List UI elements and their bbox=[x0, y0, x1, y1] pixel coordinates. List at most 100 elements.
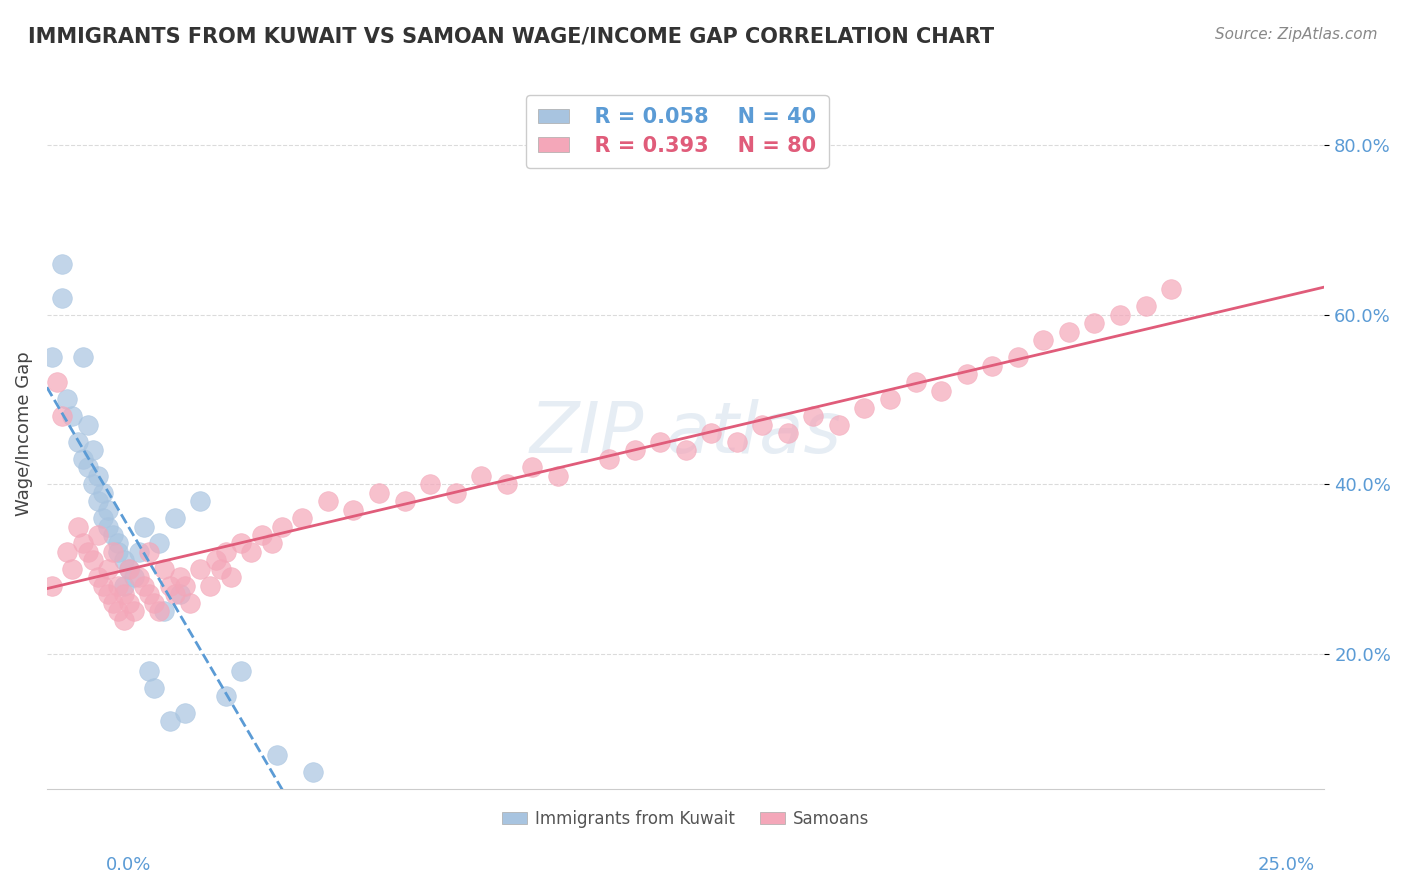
Point bbox=[87, 570, 110, 584]
Point bbox=[219, 570, 242, 584]
Point bbox=[163, 511, 186, 525]
Point bbox=[112, 587, 135, 601]
Point bbox=[51, 291, 73, 305]
Point bbox=[143, 596, 166, 610]
Point bbox=[107, 579, 129, 593]
Point bbox=[112, 579, 135, 593]
Point bbox=[215, 545, 238, 559]
Point bbox=[470, 468, 492, 483]
Point bbox=[143, 681, 166, 695]
Point bbox=[56, 392, 79, 407]
Point bbox=[173, 706, 195, 720]
Point bbox=[76, 417, 98, 432]
Point bbox=[103, 528, 125, 542]
Point bbox=[1109, 308, 1132, 322]
Point bbox=[153, 562, 176, 576]
Point bbox=[1083, 316, 1105, 330]
Point bbox=[1057, 325, 1080, 339]
Point bbox=[188, 494, 211, 508]
Point bbox=[853, 401, 876, 415]
Point bbox=[51, 257, 73, 271]
Point bbox=[240, 545, 263, 559]
Point bbox=[82, 443, 104, 458]
Point bbox=[623, 443, 645, 458]
Point bbox=[82, 477, 104, 491]
Point bbox=[112, 613, 135, 627]
Point bbox=[87, 494, 110, 508]
Point bbox=[169, 570, 191, 584]
Point bbox=[153, 604, 176, 618]
Point bbox=[316, 494, 339, 508]
Point bbox=[103, 545, 125, 559]
Point bbox=[97, 562, 120, 576]
Point bbox=[229, 536, 252, 550]
Point bbox=[62, 409, 84, 424]
Point bbox=[1160, 282, 1182, 296]
Point bbox=[76, 545, 98, 559]
Point bbox=[132, 519, 155, 533]
Point bbox=[91, 579, 114, 593]
Point bbox=[122, 570, 145, 584]
Point bbox=[82, 553, 104, 567]
Point bbox=[112, 553, 135, 567]
Point bbox=[803, 409, 825, 424]
Point bbox=[776, 426, 799, 441]
Point bbox=[266, 748, 288, 763]
Point bbox=[419, 477, 441, 491]
Point bbox=[342, 502, 364, 516]
Point bbox=[173, 579, 195, 593]
Point bbox=[229, 664, 252, 678]
Text: 25.0%: 25.0% bbox=[1257, 855, 1315, 873]
Point bbox=[91, 511, 114, 525]
Point bbox=[163, 587, 186, 601]
Point bbox=[394, 494, 416, 508]
Point bbox=[522, 460, 544, 475]
Text: IMMIGRANTS FROM KUWAIT VS SAMOAN WAGE/INCOME GAP CORRELATION CHART: IMMIGRANTS FROM KUWAIT VS SAMOAN WAGE/IN… bbox=[28, 27, 994, 46]
Text: Source: ZipAtlas.com: Source: ZipAtlas.com bbox=[1215, 27, 1378, 42]
Point bbox=[956, 367, 979, 381]
Point bbox=[103, 596, 125, 610]
Legend: Immigrants from Kuwait, Samoans: Immigrants from Kuwait, Samoans bbox=[495, 803, 876, 834]
Point bbox=[929, 384, 952, 398]
Point bbox=[107, 536, 129, 550]
Point bbox=[76, 460, 98, 475]
Point bbox=[91, 485, 114, 500]
Point bbox=[725, 434, 748, 449]
Point bbox=[547, 468, 569, 483]
Y-axis label: Wage/Income Gap: Wage/Income Gap bbox=[15, 351, 32, 516]
Point bbox=[179, 596, 201, 610]
Point bbox=[260, 536, 283, 550]
Point bbox=[107, 604, 129, 618]
Point bbox=[981, 359, 1004, 373]
Point bbox=[128, 545, 150, 559]
Point bbox=[41, 350, 63, 364]
Point bbox=[66, 519, 89, 533]
Point bbox=[159, 714, 181, 729]
Point bbox=[118, 562, 141, 576]
Point bbox=[87, 468, 110, 483]
Point bbox=[301, 765, 323, 780]
Point bbox=[72, 536, 94, 550]
Point bbox=[66, 434, 89, 449]
Point bbox=[56, 545, 79, 559]
Point bbox=[62, 562, 84, 576]
Point bbox=[138, 545, 160, 559]
Point bbox=[879, 392, 901, 407]
Point bbox=[148, 536, 170, 550]
Point bbox=[138, 587, 160, 601]
Point bbox=[72, 451, 94, 466]
Point bbox=[828, 417, 851, 432]
Point bbox=[118, 596, 141, 610]
Point bbox=[215, 689, 238, 703]
Point bbox=[128, 570, 150, 584]
Point bbox=[200, 579, 222, 593]
Point bbox=[132, 579, 155, 593]
Point bbox=[751, 417, 773, 432]
Point bbox=[138, 664, 160, 678]
Point bbox=[250, 528, 273, 542]
Point bbox=[204, 553, 226, 567]
Point bbox=[118, 562, 141, 576]
Point bbox=[291, 511, 314, 525]
Point bbox=[87, 528, 110, 542]
Point bbox=[159, 579, 181, 593]
